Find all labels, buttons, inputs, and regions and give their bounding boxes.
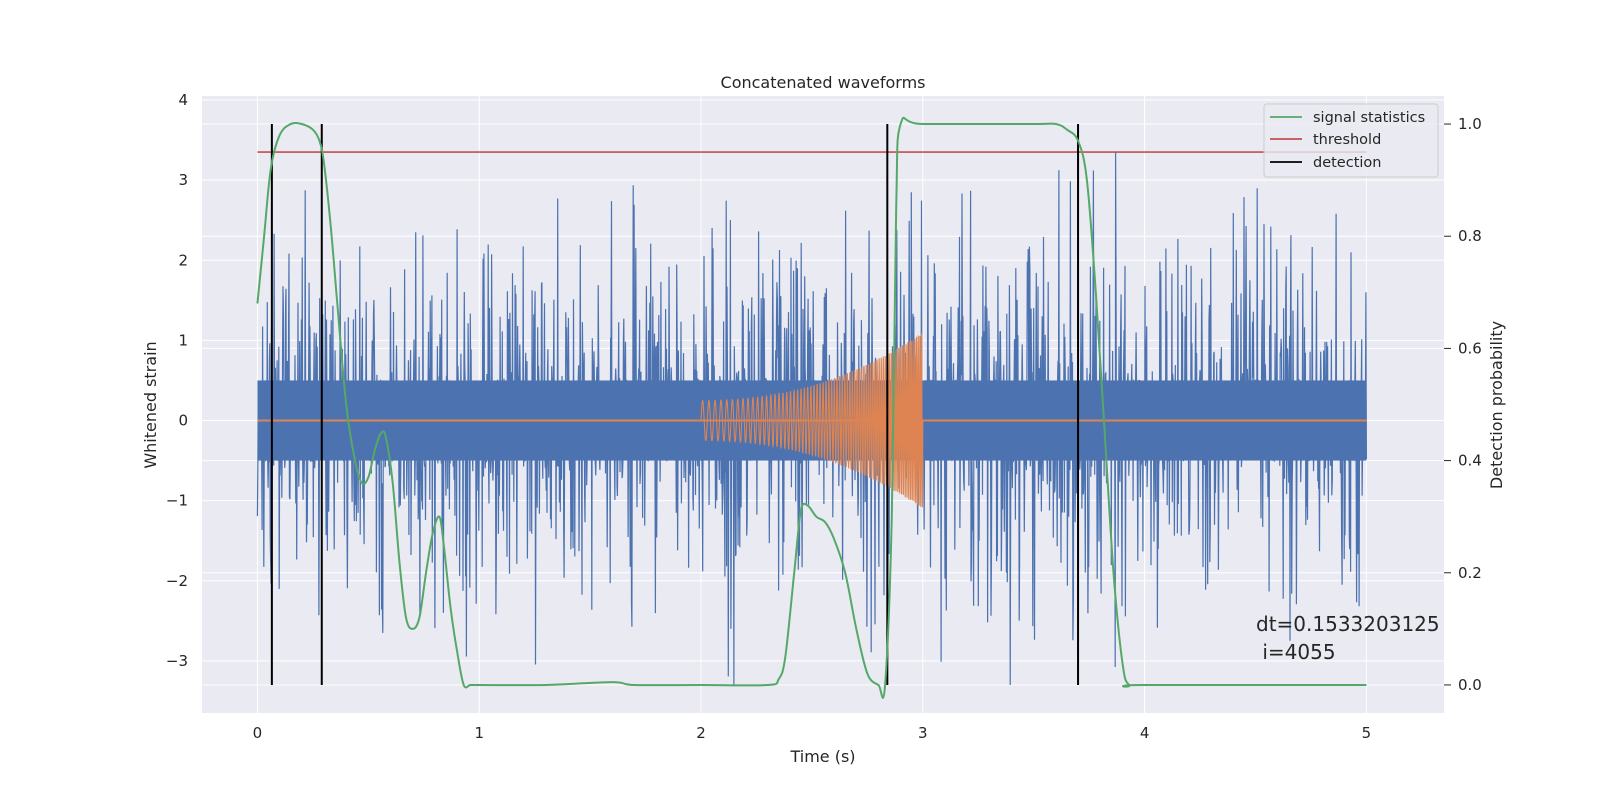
legend-label-signal-statistics: signal statistics <box>1313 110 1425 126</box>
x-tick-label: 4 <box>1140 724 1150 742</box>
y-tick-label: 3 <box>178 171 188 189</box>
y-tick-label-right: 0.8 <box>1458 227 1482 245</box>
y-tick-label: −2 <box>166 572 188 590</box>
y-tick-label: −1 <box>166 492 188 510</box>
annotation-i: i=4055 <box>1256 640 1336 664</box>
legend: signal statistics threshold detection <box>1263 103 1439 178</box>
y-tick-label: 2 <box>178 251 188 269</box>
y-axis-label: Whitened strain <box>141 341 160 468</box>
y-tick-label-right: 1.0 <box>1458 115 1482 133</box>
series-layer <box>256 152 1367 686</box>
injected-signal-chirp <box>700 333 924 508</box>
y-tick-label-right: 0.0 <box>1458 676 1482 694</box>
y-tick-label-right: 0.2 <box>1458 564 1482 582</box>
x-tick-label: 3 <box>918 724 928 742</box>
y-tick-label: 4 <box>178 91 188 109</box>
legend-box <box>1263 103 1439 178</box>
y-tick-label: −3 <box>166 652 188 670</box>
y-tick-label: 1 <box>178 331 188 349</box>
overlay-layer <box>256 116 1367 699</box>
y-tick-label-right: 0.4 <box>1458 452 1482 470</box>
x-axis-label: Time (s) <box>789 747 855 766</box>
chart-title: Concatenated waveforms <box>721 73 926 92</box>
y-tick-label-right: 0.6 <box>1458 339 1482 357</box>
x-tick-label: 0 <box>253 724 263 742</box>
legend-label-threshold: threshold <box>1313 132 1381 148</box>
x-tick-label: 5 <box>1362 724 1372 742</box>
legend-label-detection: detection <box>1313 155 1381 171</box>
axes: 0 1 2 3 4 5 −3 −2 −1 0 1 2 3 4 0.0 0.2 0.4 0.6 0.8 1.0 <box>166 91 1482 742</box>
x-tick-label: 1 <box>474 724 484 742</box>
x-tick-label: 2 <box>696 724 706 742</box>
annotation-dt: dt=0.1533203125 <box>1256 612 1440 636</box>
y-tick-label: 0 <box>178 412 188 430</box>
signal-statistics-line <box>256 116 1367 699</box>
y-axis-label-right: Detection probability <box>1487 321 1506 489</box>
